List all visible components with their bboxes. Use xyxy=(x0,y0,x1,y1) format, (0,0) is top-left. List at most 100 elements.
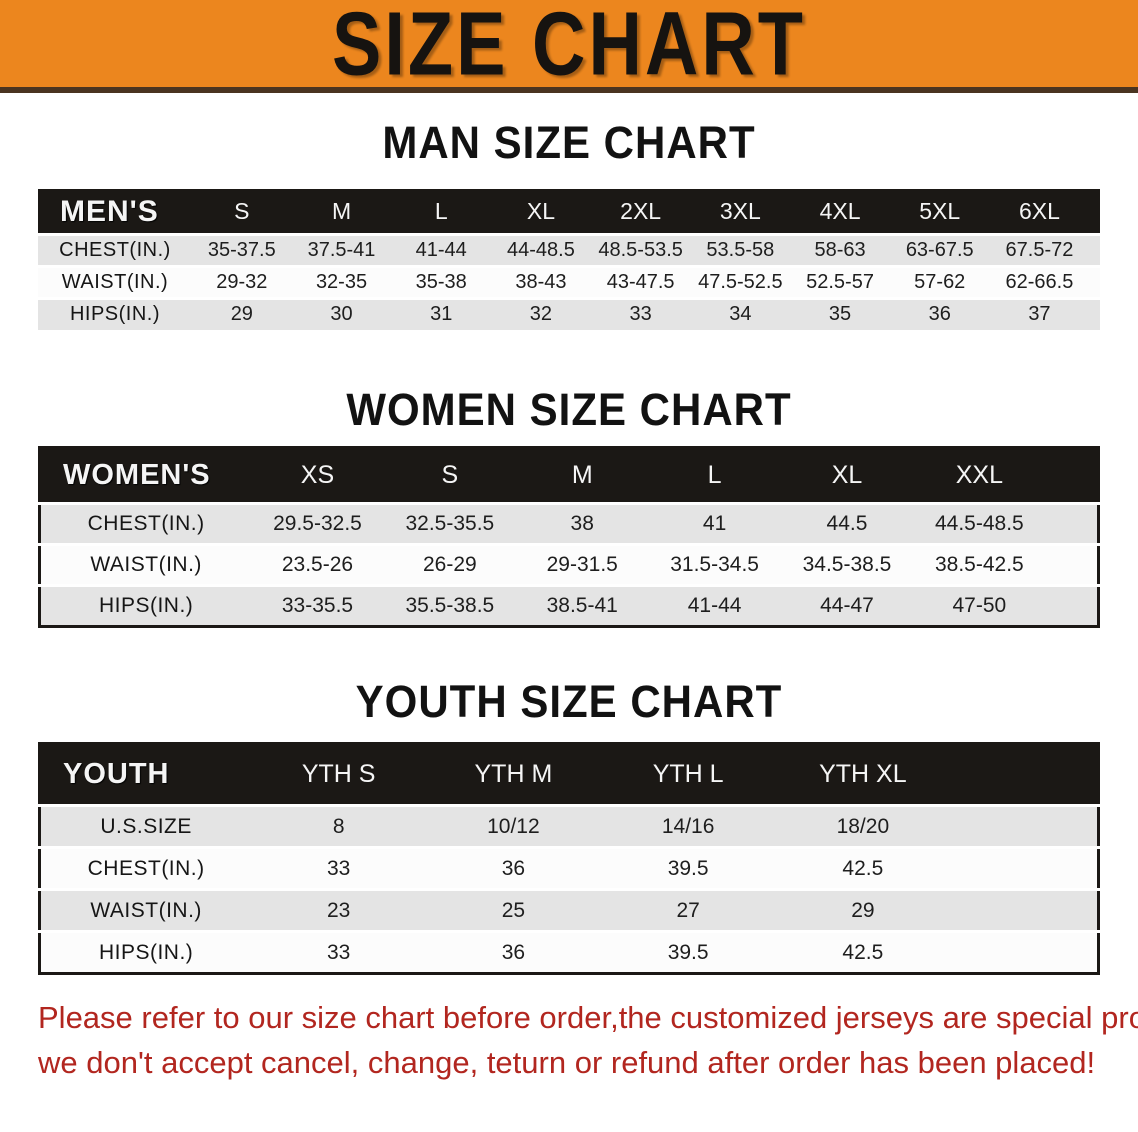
size-column-header: 2XL xyxy=(590,190,691,234)
size-value-cell: 58-63 xyxy=(790,232,890,266)
size-column-header: 5XL xyxy=(889,190,990,234)
size-column-header: XS xyxy=(251,447,384,504)
size-column-header: 6XL xyxy=(989,190,1090,234)
table-header-row: MEN'S S M L XL 2XL 3XL 4XL 5XL 6XL xyxy=(38,190,1100,234)
women-section-title: WOMEN SIZE CHART xyxy=(346,384,792,435)
measurement-row: WAIST(IN.) 29-32 32-35 35-38 38-43 43-47.5 47.… xyxy=(38,264,1100,298)
size-value-cell: 47.5-52.5 xyxy=(690,264,791,298)
size-value-cell: 29.5-32.5 xyxy=(251,502,384,545)
measurement-row: HIPS(IN.) 29 30 31 32 33 34 35 36 37 xyxy=(38,296,1100,330)
size-value-cell: 32 xyxy=(491,296,591,330)
size-value-cell: 34 xyxy=(690,296,791,330)
size-value-cell: 38-43 xyxy=(491,264,591,298)
row-label: HIPS(IN.) xyxy=(39,930,252,974)
size-value-cell: 14/16 xyxy=(600,804,776,848)
size-column-header: M xyxy=(516,447,649,504)
size-value-cell: 29-32 xyxy=(191,264,292,298)
size-value-cell: 39.5 xyxy=(600,846,776,890)
size-value-cell: 37 xyxy=(989,296,1090,330)
header-spacer-cell xyxy=(950,743,1099,806)
size-column-header: XXL xyxy=(913,447,1046,504)
size-value-cell: 34.5-38.5 xyxy=(780,543,914,586)
men-size-table-container: MEN'S S M L XL 2XL 3XL 4XL 5XL 6XL CHEST(IN.) 35-37… xyxy=(38,189,1100,330)
size-column-header: 4XL xyxy=(790,190,890,234)
header-spacer-cell xyxy=(1089,190,1100,234)
women-size-section: WOMEN SIZE CHART WOMEN'S XS S M L XL XXL CHEST(… xyxy=(0,384,1138,628)
row-label: U.S.SIZE xyxy=(39,804,252,848)
size-value-cell: 29-31.5 xyxy=(516,543,649,586)
size-value-cell: 35-37.5 xyxy=(191,232,292,266)
disclaimer-line-1: Please refer to our size chart before or… xyxy=(38,1000,1138,1035)
size-value-cell: 23 xyxy=(251,888,427,932)
size-value-cell: 36 xyxy=(426,930,601,974)
size-table-men: MEN'S S M L XL 2XL 3XL 4XL 5XL 6XL CHEST(IN.) 35-37… xyxy=(38,189,1100,330)
men-section-title: MAN SIZE CHART xyxy=(382,117,756,168)
row-spacer-cell xyxy=(1045,584,1099,627)
size-column-header: YTH XL xyxy=(775,743,951,806)
size-value-cell: 35.5-38.5 xyxy=(383,584,517,627)
size-value-cell: 26-29 xyxy=(383,543,517,586)
page-title: SIZE CHART xyxy=(332,0,806,95)
measurement-row: CHEST(IN.) 35-37.5 37.5-41 41-44 44-48.5 48.5… xyxy=(38,232,1100,266)
size-value-cell: 35-38 xyxy=(391,264,492,298)
size-value-cell: 31 xyxy=(391,296,492,330)
size-value-cell: 41-44 xyxy=(391,232,492,266)
size-value-cell: 42.5 xyxy=(775,846,951,890)
size-value-cell: 38.5-41 xyxy=(516,584,649,627)
table-header-row: WOMEN'S XS S M L XL XXL xyxy=(39,447,1099,504)
size-value-cell: 63-67.5 xyxy=(889,232,990,266)
size-column-header: S xyxy=(383,447,517,504)
size-column-header: 3XL xyxy=(690,190,791,234)
measurement-row: U.S.SIZE 8 10/12 14/16 18/20 xyxy=(39,804,1099,848)
size-value-cell: 31.5-34.5 xyxy=(648,543,781,586)
size-value-cell: 32-35 xyxy=(291,264,392,298)
size-value-cell: 41 xyxy=(648,502,781,545)
disclaimer-line-2: we don't accept cancel, change, teturn o… xyxy=(38,1045,1096,1080)
row-label: WAIST(IN.) xyxy=(38,264,192,298)
size-column-header: YTH L xyxy=(600,743,776,806)
size-value-cell: 36 xyxy=(426,846,601,890)
size-value-cell: 8 xyxy=(251,804,427,848)
size-value-cell: 36 xyxy=(889,296,990,330)
size-value-cell: 10/12 xyxy=(426,804,601,848)
size-value-cell: 44.5 xyxy=(780,502,914,545)
row-label: CHEST(IN.) xyxy=(39,502,252,545)
youth-size-section: YOUTH SIZE CHART YOUTH YTH S YTH M YTH L YTH… xyxy=(0,676,1138,975)
size-value-cell: 25 xyxy=(426,888,601,932)
size-value-cell: 47-50 xyxy=(913,584,1046,627)
measurement-row: HIPS(IN.) 33-35.5 35.5-38.5 38.5-41 41-44 44-… xyxy=(39,584,1099,627)
size-value-cell: 32.5-35.5 xyxy=(383,502,517,545)
row-label: CHEST(IN.) xyxy=(38,232,192,266)
row-spacer-cell xyxy=(950,888,1099,932)
size-value-cell: 39.5 xyxy=(600,930,776,974)
table-group-label: YOUTH xyxy=(39,743,252,806)
row-spacer-cell xyxy=(950,930,1099,974)
size-column-header: XL xyxy=(491,190,591,234)
youth-section-title: YOUTH SIZE CHART xyxy=(355,676,783,727)
row-label: HIPS(IN.) xyxy=(38,296,192,330)
row-label: HIPS(IN.) xyxy=(39,584,252,627)
size-column-header: YTH M xyxy=(426,743,601,806)
row-spacer-cell xyxy=(1045,502,1099,545)
size-value-cell: 43-47.5 xyxy=(590,264,691,298)
row-label: WAIST(IN.) xyxy=(39,888,252,932)
size-value-cell: 27 xyxy=(600,888,776,932)
size-value-cell: 30 xyxy=(291,296,392,330)
size-value-cell: 48.5-53.5 xyxy=(590,232,691,266)
size-value-cell: 33-35.5 xyxy=(251,584,384,627)
measurement-row: WAIST(IN.) 23 25 27 29 xyxy=(39,888,1099,932)
row-label: CHEST(IN.) xyxy=(39,846,252,890)
measurement-row: HIPS(IN.) 33 36 39.5 42.5 xyxy=(39,930,1099,974)
size-table-youth: YOUTH YTH S YTH M YTH L YTH XL U.S.SIZE 8 10/12… xyxy=(38,742,1100,975)
size-value-cell: 42.5 xyxy=(775,930,951,974)
measurement-row: CHEST(IN.) 33 36 39.5 42.5 xyxy=(39,846,1099,890)
size-value-cell: 35 xyxy=(790,296,890,330)
size-value-cell: 18/20 xyxy=(775,804,951,848)
size-value-cell: 52.5-57 xyxy=(790,264,890,298)
size-value-cell: 41-44 xyxy=(648,584,781,627)
header-spacer-cell xyxy=(1045,447,1099,504)
table-group-label: WOMEN'S xyxy=(39,447,252,504)
size-value-cell: 37.5-41 xyxy=(291,232,392,266)
size-column-header: XL xyxy=(780,447,914,504)
